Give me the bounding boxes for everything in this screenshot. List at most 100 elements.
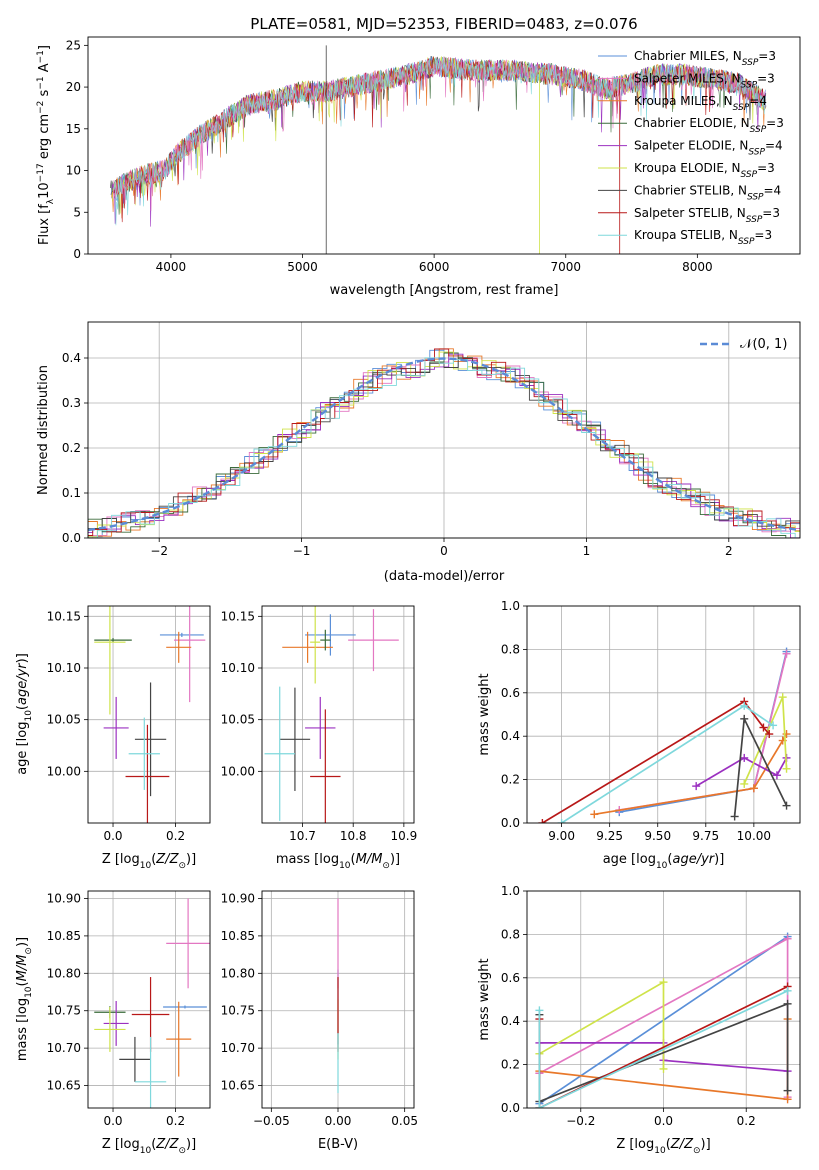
- legend-entry: Kroupa STELIB, NSSP=3: [634, 228, 772, 247]
- y-tick-label: 5: [73, 205, 81, 219]
- x-tick-label: 0.2: [166, 829, 185, 843]
- y-tick-label: 0.8: [501, 642, 520, 656]
- x-axis-label: E(B-V): [318, 1137, 358, 1152]
- spectrum-line: [112, 56, 766, 211]
- y-tick-label: 10.00: [47, 764, 81, 778]
- y-axis-label: mass weight: [477, 673, 492, 755]
- weight-vs-age-plot-area: [538, 647, 791, 823]
- y-axis-label: age [log10(age/yr)]: [15, 653, 34, 775]
- plot-layer: 4000 5000 6000 7000 80000510152025wavelength…: [15, 36, 801, 1156]
- x-tick-label: −2: [150, 544, 168, 558]
- legend-entry: Salpeter ELODIE, NSSP=4: [634, 139, 783, 158]
- x-tick-label: 0.0: [654, 1114, 673, 1128]
- y-tick-label: 10.85: [47, 929, 81, 943]
- y-tick-label: 0.8: [501, 927, 520, 941]
- mass-vs-Z-axes: 0.0 0.2 10.65 10.70 10.75 10.80 10.85 10.90: [47, 890, 211, 1128]
- x-tick-label: 10.9: [391, 829, 418, 843]
- x-tick-label: 0.05: [391, 1114, 418, 1128]
- y-tick-label: 10.75: [221, 1004, 255, 1018]
- y-tick-label: 10.70: [47, 1041, 81, 1055]
- x-axis-label: mass [log10(M/M⊙)]: [276, 852, 400, 871]
- histogram-step: [88, 357, 800, 538]
- y-tick-label: 0.2: [62, 441, 81, 455]
- y-tick-label: 10.70: [221, 1041, 255, 1055]
- x-tick-label: −0.2: [566, 1114, 595, 1128]
- y-tick-label: 10.00: [221, 764, 255, 778]
- y-tick-label: 0.3: [62, 396, 81, 410]
- y-tick-label: 10.65: [47, 1079, 81, 1093]
- y-tick-label: 0.1: [62, 486, 81, 500]
- histogram-step: [88, 348, 800, 536]
- legend-entry: Salpeter STELIB, NSSP=3: [634, 206, 780, 225]
- y-tick-label: 0.4: [62, 351, 81, 365]
- x-tick-label: 5000: [287, 260, 318, 274]
- x-axis-label: wavelength [Angstrom, rest frame]: [330, 283, 559, 298]
- x-tick-label: 9.00: [548, 829, 575, 843]
- x-tick-label: 9.50: [644, 829, 671, 843]
- y-tick-label: 10.05: [47, 713, 81, 727]
- gaussian-curve: [88, 357, 800, 532]
- x-tick-label: 9.75: [692, 829, 719, 843]
- x-tick-label: 0.0: [103, 829, 122, 843]
- weight-vs-Z-plot-area: [535, 932, 792, 1108]
- x-axis-label: age [log10(age/yr)]: [603, 852, 725, 871]
- x-tick-label: 2: [725, 544, 733, 558]
- y-tick-label: 10: [66, 164, 81, 178]
- mass-vs-EBV-axes: −0.05 0.00 0.05 10.65 10.70 10.75 10.80 10.85 10…: [221, 890, 418, 1128]
- series-line: [541, 700, 770, 823]
- figure-title: PLATE=0581, MJD=52353, FIBERID=0483, z=0…: [250, 15, 637, 33]
- y-tick-label: 0.6: [501, 971, 520, 985]
- x-tick-label: 0.2: [737, 1114, 756, 1128]
- spectrum-line: [113, 57, 767, 226]
- histogram-step: [88, 353, 800, 538]
- spectrum-line: [112, 56, 767, 223]
- y-tick-label: 10.75: [47, 1004, 81, 1018]
- y-axis-label: mass [log10(M/M⊙)]: [15, 937, 34, 1061]
- residuals-axes: −2 −1 0 1 2 0.0 0.1 0.2 0.3 0.4: [62, 321, 801, 558]
- y-axis-label: Normed distribution: [36, 365, 51, 495]
- axes-frame: [87, 890, 211, 1109]
- age-vs-Z-plot-area: [94, 606, 206, 823]
- axes-frame: [261, 890, 415, 1109]
- y-tick-label: 10.65: [221, 1079, 255, 1093]
- y-tick-label: 15: [66, 122, 81, 136]
- legend-entry: 𝒩(0, 1): [740, 337, 787, 352]
- axes-frame: [87, 321, 801, 539]
- mass-vs-Z-plot-area: [94, 898, 210, 1108]
- axes-frame: [261, 605, 415, 824]
- weight-vs-age-axes: 9.00 9.25 9.50 9.75 10.00 0.0 0.2 0.4 0.6 0.8 1.0: [501, 599, 801, 843]
- x-axis-label: (data-model)/error: [384, 569, 505, 584]
- x-axis-label: Z [log10(Z/Z⊙)]: [616, 1137, 710, 1156]
- y-tick-label: 10.15: [47, 609, 81, 623]
- histogram-step: [88, 348, 800, 537]
- x-tick-label: 10.8: [340, 829, 367, 843]
- axes-frame: [87, 605, 211, 824]
- spectrum-plot-area: [110, 45, 767, 254]
- y-tick-label: 10.80: [47, 966, 81, 980]
- age-vs-mass-axes: 10.7 10.8 10.9 10.00 10.05 10.10 10.15: [221, 605, 418, 843]
- x-tick-label: 10.7: [289, 829, 316, 843]
- legend-entry: Kroupa MILES, NSSP=4: [634, 94, 767, 113]
- y-tick-label: 1.0: [501, 599, 520, 613]
- x-tick-label: −0.05: [253, 1114, 290, 1128]
- x-tick-label: 0.0: [103, 1114, 122, 1128]
- legend-entry: Chabrier ELODIE, NSSP=3: [634, 116, 784, 135]
- y-tick-label: 0.2: [501, 773, 520, 787]
- series-line: [695, 756, 788, 787]
- y-tick-label: 0.6: [501, 686, 520, 700]
- y-tick-label: 25: [66, 38, 81, 52]
- axes-frame: [87, 36, 801, 255]
- axes-frame: [526, 605, 801, 824]
- y-tick-label: 0.0: [501, 1101, 520, 1115]
- y-tick-label: 0.4: [501, 1014, 520, 1028]
- y-tick-label: 0.4: [501, 729, 520, 743]
- y-tick-label: 0.2: [501, 1058, 520, 1072]
- y-tick-label: 10.10: [221, 661, 255, 675]
- residuals-plot-area: [88, 348, 800, 538]
- age-vs-Z-axes: 0.0 0.2 10.00 10.05 10.10 10.15: [47, 605, 211, 843]
- series-line: [733, 715, 788, 817]
- y-axis-label: Flux [fλ10−17 erg cm−2 s−1 A−1]: [36, 45, 56, 245]
- y-tick-label: 1.0: [501, 884, 520, 898]
- x-tick-label: 9.25: [596, 829, 623, 843]
